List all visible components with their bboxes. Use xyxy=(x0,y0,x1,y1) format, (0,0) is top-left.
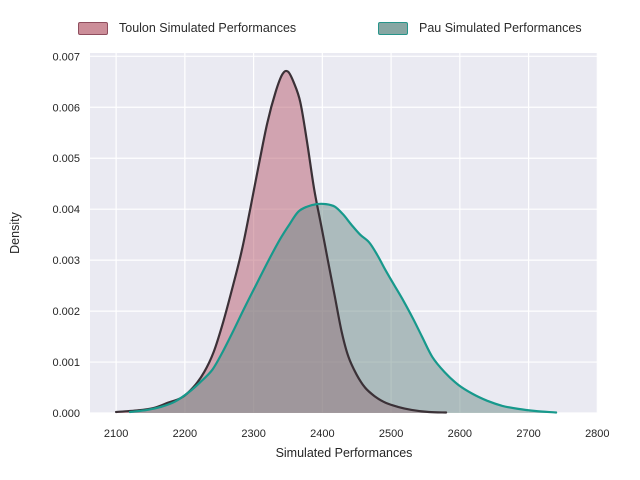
legend-swatch-pau xyxy=(378,21,408,35)
pau-density-line xyxy=(128,202,558,414)
y-tick-label-0.001: 0.001 xyxy=(52,357,80,369)
x-axis-title: Simulated Performances xyxy=(276,446,413,460)
x-tick-label-2400: 2400 xyxy=(310,428,334,440)
y-tick-label-0.000: 0.000 xyxy=(52,408,80,420)
density-areas xyxy=(116,70,557,413)
x-tick-label-2300: 2300 xyxy=(241,428,265,440)
legend-item-toulon: Toulon Simulated Performances xyxy=(78,21,296,35)
legend-label-pau: Pau Simulated Performances xyxy=(419,21,582,35)
legend-item-pau: Pau Simulated Performances xyxy=(378,21,582,35)
y-tick-label-0.005: 0.005 xyxy=(52,153,80,165)
density-lines xyxy=(115,69,558,414)
x-axis-tick-labels: 2100 2200 2300 2400 2500 2600 2700 2800 xyxy=(104,428,610,440)
y-axis-tick-labels: 0.000 0.001 0.002 0.003 0.004 0.005 0.006 0.007 xyxy=(52,51,80,420)
x-tick-label-2200: 2200 xyxy=(173,428,197,440)
y-axis-title: Density xyxy=(8,211,22,253)
x-tick-label-2800: 2800 xyxy=(585,428,609,440)
y-tick-label-0.004: 0.004 xyxy=(52,204,80,216)
legend-label-toulon: Toulon Simulated Performances xyxy=(119,21,297,35)
legend: Toulon Simulated Performances Pau Simula… xyxy=(0,0,640,48)
x-tick-label-2500: 2500 xyxy=(379,428,403,440)
pau-density-area xyxy=(129,203,557,413)
x-tick-label-2100: 2100 xyxy=(104,428,128,440)
y-tick-label-0.006: 0.006 xyxy=(52,102,80,114)
y-tick-label-0.003: 0.003 xyxy=(52,255,80,267)
x-tick-label-2700: 2700 xyxy=(516,428,540,440)
y-tick-label-0.002: 0.002 xyxy=(52,306,80,318)
legend-swatch-toulon xyxy=(78,21,108,35)
x-tick-label-2600: 2600 xyxy=(448,428,472,440)
y-tick-label-0.007: 0.007 xyxy=(52,51,80,63)
toulon-density-line xyxy=(115,69,448,414)
